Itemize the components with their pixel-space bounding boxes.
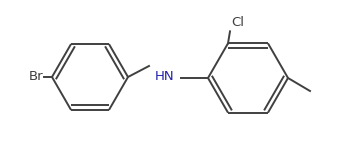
- Text: HN: HN: [155, 69, 175, 82]
- Text: Br: Br: [28, 70, 43, 84]
- Text: Cl: Cl: [231, 16, 244, 29]
